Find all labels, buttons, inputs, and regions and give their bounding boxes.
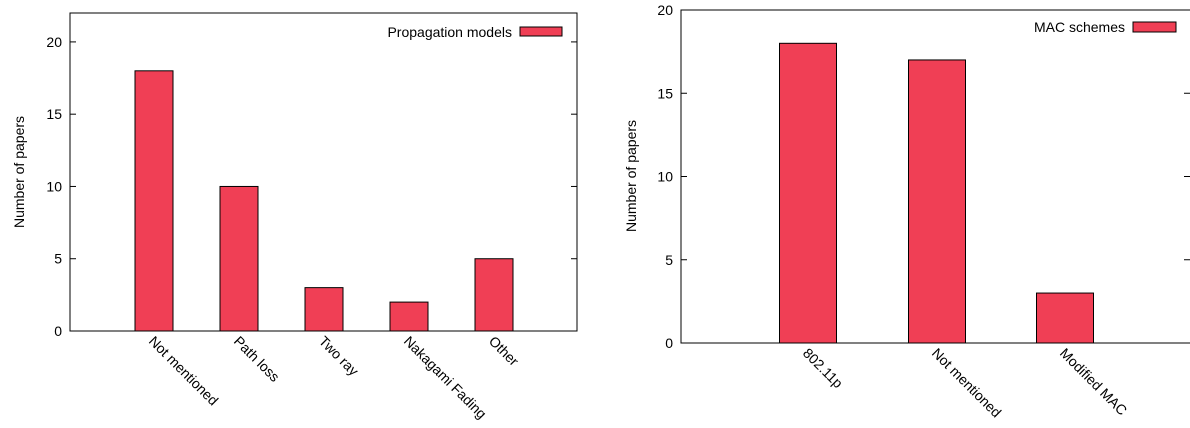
y-tick-label: 0 bbox=[665, 335, 673, 351]
y-tick-label: 0 bbox=[54, 323, 62, 339]
x-category-label: Two ray bbox=[316, 333, 362, 379]
x-category-label: Modified MAC bbox=[1057, 345, 1130, 418]
propagation-models-chart: 0 5 10 15 20 Not mentioned Path loss Two ray Na… bbox=[11, 12, 578, 422]
legend-label: MAC schemes bbox=[1034, 19, 1125, 35]
x-category-label: Not mentioned bbox=[929, 345, 1005, 421]
bar bbox=[1036, 292, 1094, 344]
y-axis-title: Number of papers bbox=[11, 116, 27, 228]
y-tick-label: 10 bbox=[46, 178, 62, 194]
bar bbox=[474, 258, 514, 332]
bar bbox=[304, 287, 344, 332]
y-tick-label: 15 bbox=[657, 85, 673, 101]
legend: MAC schemes bbox=[1034, 19, 1177, 35]
x-category-label: Nakagami Fading bbox=[401, 333, 490, 422]
y-tick-label: 20 bbox=[657, 2, 673, 18]
y-axis-title: Number of papers bbox=[623, 120, 639, 232]
x-axis-category-labels: 802.11p Not mentioned Modified MAC bbox=[800, 345, 1130, 421]
bar bbox=[389, 301, 429, 332]
bar-series bbox=[779, 42, 1094, 344]
legend-label: Propagation models bbox=[387, 24, 512, 40]
bar bbox=[779, 42, 837, 344]
y-tick-label: 5 bbox=[54, 251, 62, 267]
y-tick-label: 20 bbox=[46, 34, 62, 50]
legend-swatch bbox=[1132, 21, 1177, 33]
x-category-label: Other bbox=[486, 333, 522, 369]
x-axis-category-labels: Not mentioned Path loss Two ray Nakagami Fa… bbox=[146, 333, 522, 422]
legend-swatch bbox=[519, 26, 563, 37]
bar bbox=[219, 185, 259, 332]
x-category-label: Not mentioned bbox=[146, 333, 222, 409]
legend: Propagation models bbox=[387, 24, 563, 40]
bar bbox=[908, 59, 966, 344]
bar bbox=[134, 70, 174, 332]
x-category-label: Path loss bbox=[231, 333, 283, 385]
bar-series bbox=[134, 70, 514, 332]
y-tick-label: 10 bbox=[657, 169, 673, 185]
y-tick-label: 15 bbox=[46, 106, 62, 122]
mac-schemes-chart: 0 5 10 15 20 802.11p Not mentioned Modified MA… bbox=[623, 2, 1190, 421]
x-category-label: 802.11p bbox=[800, 345, 847, 392]
y-axis-ticks: 0 5 10 15 20 bbox=[46, 34, 577, 339]
y-tick-label: 5 bbox=[665, 252, 673, 268]
